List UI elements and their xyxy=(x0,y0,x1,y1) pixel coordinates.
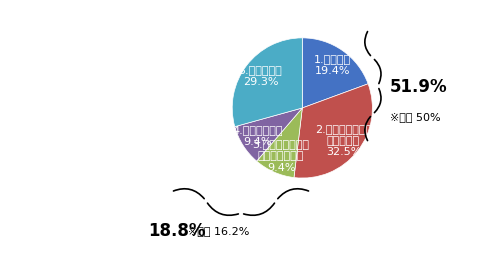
Wedge shape xyxy=(302,38,368,108)
Text: 3.どちらかといえ
ばそう思わない
9.4%: 3.どちらかといえ ばそう思わない 9.4% xyxy=(252,140,310,173)
Wedge shape xyxy=(256,108,302,178)
Text: ※前回 16.2%: ※前回 16.2% xyxy=(188,226,250,235)
Text: 1.そう思う
19.4%: 1.そう思う 19.4% xyxy=(314,54,351,76)
Text: 51.9%: 51.9% xyxy=(390,78,448,96)
Wedge shape xyxy=(294,84,372,178)
Text: 4.そう思わない
9.4%: 4.そう思わない 9.4% xyxy=(232,125,283,147)
Text: ※前回 50%: ※前回 50% xyxy=(390,112,440,122)
Text: 5.わからない
29.3%: 5.わからない 29.3% xyxy=(238,65,282,87)
Text: 2.どちらかといえ
ばそう思う
32.5%: 2.どちらかといえ ばそう思う 32.5% xyxy=(315,124,372,157)
Text: 18.8%: 18.8% xyxy=(148,222,206,240)
Wedge shape xyxy=(235,108,302,161)
Wedge shape xyxy=(232,38,302,127)
